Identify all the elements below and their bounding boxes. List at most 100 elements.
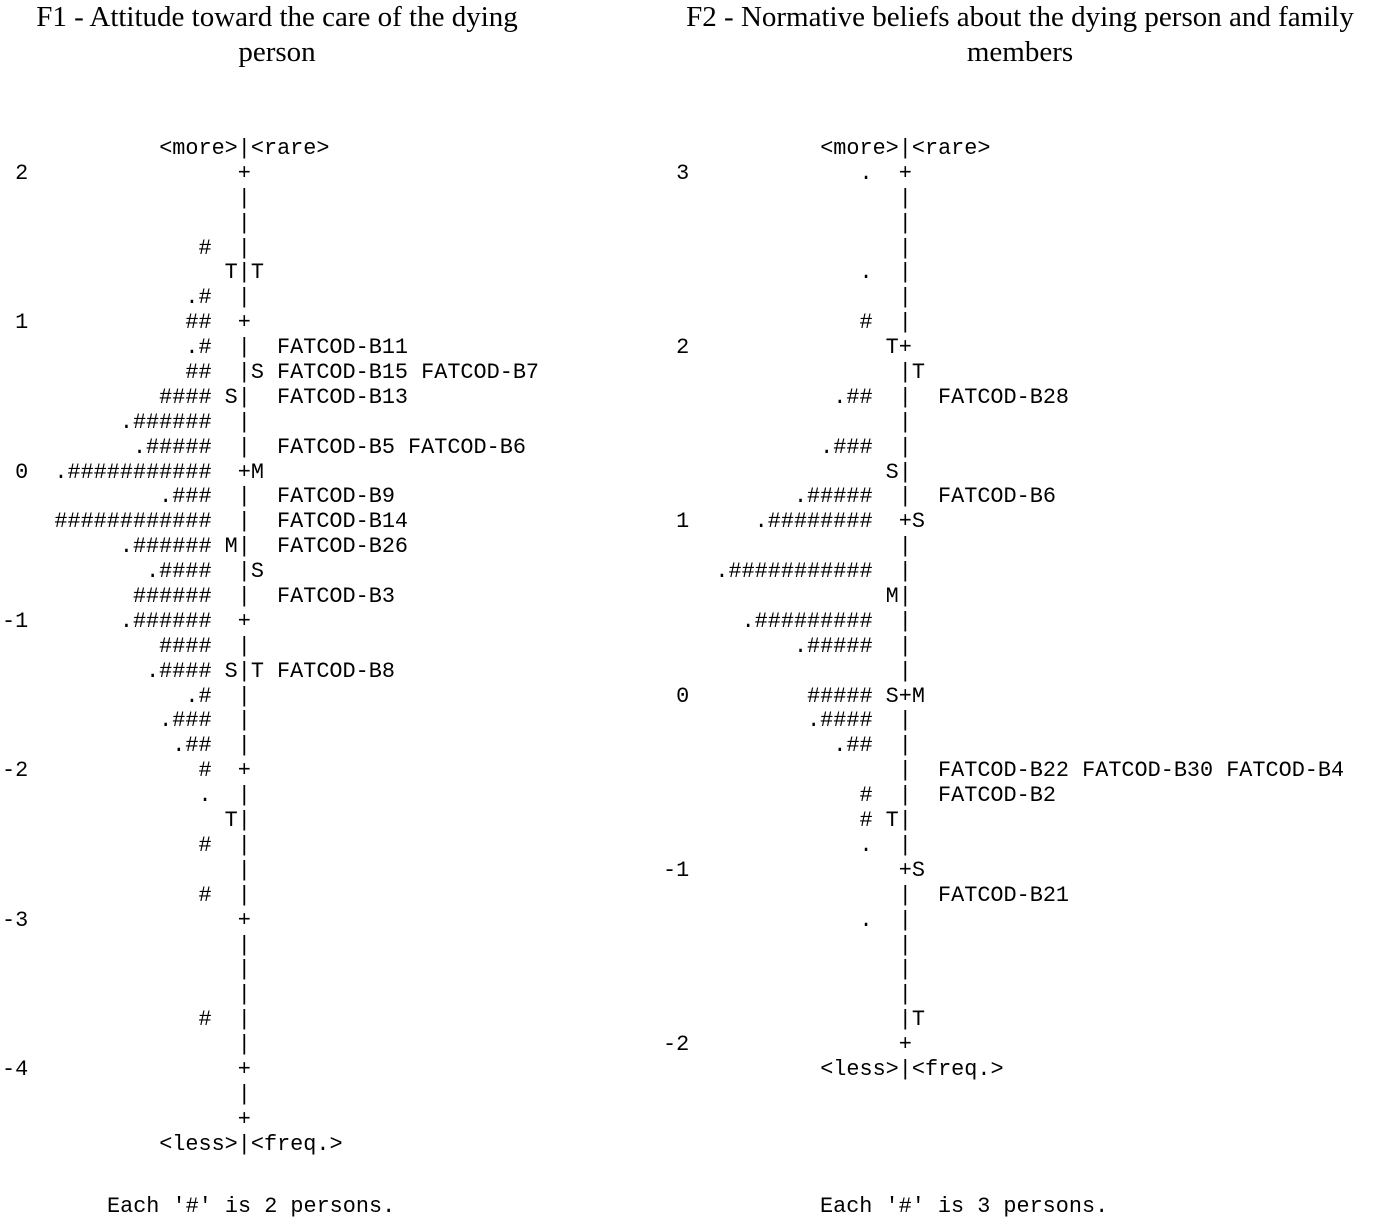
axis-tick: |: [898, 434, 912, 460]
axis-tick: +: [237, 608, 251, 634]
item-marker: [912, 734, 925, 759]
item-marker: [251, 436, 264, 461]
item-marker: S: [250, 360, 264, 386]
person-distribution: [54, 1058, 211, 1083]
item-labels: [925, 162, 938, 187]
axis-tick: |: [237, 185, 251, 211]
axis-tick: |: [237, 708, 251, 734]
item-labels: [925, 461, 938, 486]
map-row: ############ | FATCOD-B14: [2, 509, 539, 535]
item-labels: FATCOD-B26: [277, 534, 409, 560]
map-row: # |: [663, 310, 1344, 336]
person-distribution: ####: [159, 633, 212, 659]
item-labels: [264, 286, 277, 311]
item-labels: [264, 685, 277, 710]
person-distribution: ##: [185, 310, 212, 336]
person-marker: [225, 1058, 238, 1083]
person-marker: [225, 834, 238, 859]
map-row: |: [2, 1032, 539, 1058]
measure-label: [2, 187, 28, 212]
axis-tick: |: [237, 932, 251, 958]
measure-label: [663, 660, 689, 685]
map-row: 2 +: [2, 161, 539, 187]
item-marker: [251, 610, 264, 635]
axis-tick: |: [898, 310, 912, 336]
map-row: # | FATCOD-B2: [663, 783, 1344, 809]
axis-tick: |: [898, 260, 912, 286]
item-labels: [925, 809, 938, 834]
person-distribution: .##: [833, 733, 873, 759]
person-distribution: [54, 909, 211, 934]
person-marker: [886, 958, 899, 983]
map-row: ## | S FATCOD-B15 FATCOD-B7: [2, 360, 539, 386]
item-labels: FATCOD-B9: [277, 484, 395, 510]
measure-label: 3: [676, 160, 690, 186]
map-row: .# |: [2, 684, 539, 710]
axis-tick: |: [898, 633, 912, 659]
person-distribution: [54, 261, 211, 286]
axis-tick: |: [237, 409, 251, 435]
person-marker: [225, 685, 238, 710]
person-distribution: [54, 809, 211, 834]
person-distribution: [54, 983, 211, 1008]
measure-label: [2, 585, 28, 610]
person-distribution: [715, 187, 872, 212]
person-distribution: [715, 585, 872, 610]
item-labels: [264, 560, 277, 585]
person-marker: [225, 311, 238, 336]
person-marker: [225, 734, 238, 759]
item-marker: [912, 809, 925, 834]
bottom-axis-label: <less>|<freq.>: [159, 1131, 343, 1157]
person-marker: T: [224, 260, 238, 286]
person-distribution: .#########: [741, 608, 873, 634]
item-labels: [925, 560, 938, 585]
measure-label: [663, 1008, 689, 1033]
person-marker: T: [885, 808, 899, 834]
map-row: |: [663, 982, 1344, 1008]
measure-label: [2, 1108, 28, 1133]
measure-label: [2, 535, 28, 560]
person-marker: [886, 485, 899, 510]
measure-label: [2, 934, 28, 959]
axis-tick: |: [898, 882, 912, 908]
measure-label: [2, 411, 28, 436]
person-distribution: .: [859, 832, 873, 858]
person-marker: [886, 709, 899, 734]
item-marker: [912, 535, 925, 560]
measure-label: -2: [2, 758, 29, 784]
item-labels: [925, 411, 938, 436]
item-marker: T: [250, 658, 264, 684]
measure-label: [2, 983, 28, 1008]
axis-tick: |: [237, 957, 251, 983]
map-row: .########### |: [663, 559, 1344, 585]
item-labels: [925, 934, 938, 959]
measure-label: [2, 386, 28, 411]
measure-label: [663, 411, 689, 436]
measure-label: 0: [15, 459, 29, 485]
map-row: .##### | FATCOD-B6: [663, 485, 1344, 510]
item-marker: [251, 759, 264, 784]
measure-label: [2, 361, 28, 386]
map-row: .### |: [2, 709, 539, 734]
person-distribution: [715, 212, 872, 237]
axis-tick: +: [237, 1056, 251, 1082]
map-row: .## |: [2, 733, 539, 759]
item-marker: [912, 585, 925, 610]
bottom-axis-label: <less>|<freq.>: [820, 1056, 1004, 1082]
person-distribution: ####: [159, 384, 212, 410]
person-marker: [886, 734, 899, 759]
measure-label: [663, 237, 689, 262]
person-marker: [225, 884, 238, 909]
person-distribution: [715, 983, 872, 1008]
map-row: # |: [2, 883, 539, 909]
item-labels: [264, 1008, 277, 1033]
left-footnote: Each '#' is 2 persons.: [107, 1194, 396, 1219]
item-marker: [912, 212, 925, 237]
measure-label: [663, 261, 689, 286]
person-distribution: .###: [159, 484, 212, 510]
person-distribution: [54, 1033, 211, 1058]
map-row: .##### | FATCOD-B5 FATCOD-B6: [2, 435, 539, 461]
person-distribution: .#: [185, 335, 212, 361]
person-marker: [886, 1008, 899, 1033]
axis-tick: +: [898, 857, 912, 883]
